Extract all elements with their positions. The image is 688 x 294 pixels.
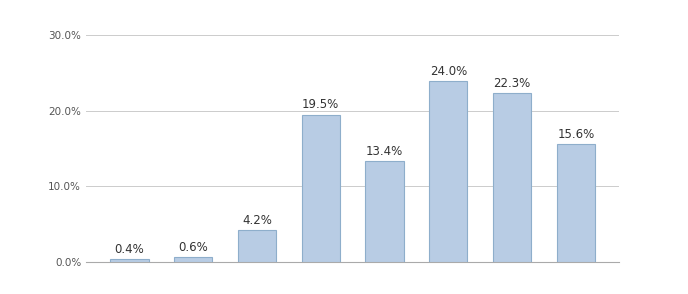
Text: 4.2%: 4.2%: [242, 214, 272, 227]
Text: 15.6%: 15.6%: [557, 128, 594, 141]
Bar: [429, 81, 467, 262]
Bar: [557, 144, 595, 262]
Bar: [301, 115, 340, 262]
Text: 0.6%: 0.6%: [178, 241, 208, 254]
Text: 0.4%: 0.4%: [114, 243, 144, 255]
Bar: [110, 259, 149, 262]
Bar: [174, 257, 213, 262]
Text: 22.3%: 22.3%: [493, 77, 530, 90]
Bar: [238, 230, 276, 262]
Text: 24.0%: 24.0%: [429, 65, 467, 78]
Text: 19.5%: 19.5%: [302, 98, 339, 111]
Bar: [493, 93, 531, 262]
Text: 13.4%: 13.4%: [366, 145, 403, 158]
Bar: [365, 161, 404, 262]
